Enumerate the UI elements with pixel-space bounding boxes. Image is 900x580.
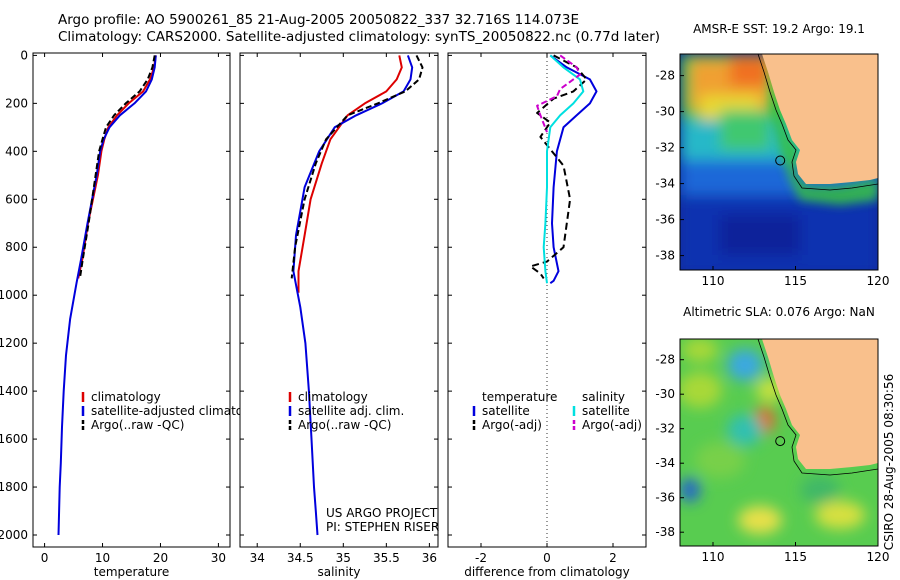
timestamp-label: CSIRO 28-Aug-2005 08:30:56 bbox=[882, 374, 896, 550]
x-tick-label: 120 bbox=[867, 274, 890, 288]
x-tick-label: 120 bbox=[867, 550, 890, 564]
y-tick-label: -38 bbox=[655, 525, 675, 539]
x-tick-label: 34 bbox=[250, 551, 265, 565]
land-mass bbox=[762, 339, 878, 469]
y-tick-label: 400 bbox=[5, 144, 28, 158]
sst-map-title: AMSR-E SST: 19.2 Argo: 19.1 bbox=[693, 22, 865, 36]
x-axis-label: temperature bbox=[94, 565, 169, 579]
x-tick-label: 110 bbox=[702, 550, 725, 564]
plot-frame bbox=[32, 52, 231, 548]
legend-label: climatology bbox=[298, 390, 368, 404]
series-line-satellite-adjusted-climatology bbox=[57, 55, 157, 536]
profile-panel-2: 34 34.5 35 35.5 36 salinity climatologysatelli… bbox=[239, 52, 439, 579]
plot-frame bbox=[239, 52, 439, 548]
figure-title-line-2: Climatology: CARS2000. Satellite-adjuste… bbox=[58, 29, 661, 45]
series-line-satellite bbox=[542, 54, 585, 284]
y-tick-label: -30 bbox=[655, 387, 675, 401]
x-tick-label: 2 bbox=[609, 551, 617, 565]
y-tick-label: -32 bbox=[655, 422, 675, 436]
series-line-argo-raw-qc- bbox=[290, 54, 424, 279]
legend-label: Argo(..raw -QC) bbox=[298, 418, 391, 432]
y-tick-label: 0 bbox=[20, 48, 28, 62]
x-tick-label: 115 bbox=[784, 274, 807, 288]
series-group bbox=[529, 54, 598, 285]
x-axis-label: salinity bbox=[317, 565, 360, 579]
x-tick-label: 10 bbox=[95, 551, 110, 565]
x-tick-label: 110 bbox=[702, 274, 725, 288]
x-axis-label: difference from climatology bbox=[464, 565, 630, 579]
y-tick-label: 1000 bbox=[0, 288, 28, 302]
x-tick-label: 35.5 bbox=[373, 551, 400, 565]
x-tick-label: 0 bbox=[543, 551, 551, 565]
argo-float-marker bbox=[775, 155, 786, 166]
y-tick-label: 1200 bbox=[0, 336, 28, 350]
series-line-argo-adj- bbox=[536, 54, 581, 133]
y-tick-label: -30 bbox=[655, 105, 675, 119]
y-tick-label: 1400 bbox=[0, 384, 28, 398]
legend-label: Argo(-adj) bbox=[582, 418, 642, 432]
series-line-satellite bbox=[549, 54, 598, 285]
series-line-satellite-adj-clim- bbox=[292, 55, 414, 536]
sst-field bbox=[680, 54, 878, 270]
sla-map: Altimetric SLA: 0.076 Argo: NaN 110 115 12… bbox=[655, 305, 889, 564]
legend-label: Argo(-adj) bbox=[482, 418, 542, 432]
x-tick-label: 20 bbox=[153, 551, 168, 565]
y-tick-label: 1600 bbox=[0, 432, 28, 446]
x-tick-label: 0 bbox=[41, 551, 49, 565]
x-tick-label: -2 bbox=[475, 551, 487, 565]
y-tick-label: 600 bbox=[5, 192, 28, 206]
y-tick-label: -36 bbox=[655, 213, 675, 227]
legend-label: satellite adj. clim. bbox=[298, 404, 404, 418]
series-group bbox=[290, 54, 424, 536]
series-line-argo-adj- bbox=[529, 54, 588, 279]
y-tick-label: -36 bbox=[655, 491, 675, 505]
sla-map-title: Altimetric SLA: 0.076 Argo: NaN bbox=[683, 305, 875, 319]
y-tick-label: -38 bbox=[655, 249, 675, 263]
y-tick-label: 200 bbox=[5, 96, 28, 110]
legend-label: climatology bbox=[91, 390, 161, 404]
y-tick-label: -34 bbox=[655, 456, 675, 470]
legend-header: salinity bbox=[582, 390, 625, 404]
land-mass bbox=[762, 54, 878, 184]
legend-header: temperature bbox=[482, 390, 557, 404]
x-tick-label: 35 bbox=[336, 551, 351, 565]
y-tick-label: -28 bbox=[655, 353, 675, 367]
x-tick-label: 36 bbox=[422, 551, 437, 565]
y-tick-label: -32 bbox=[655, 141, 675, 155]
x-tick-label: 30 bbox=[211, 551, 226, 565]
y-tick-label: 1800 bbox=[0, 480, 28, 494]
legend-label: Argo(..raw -QC) bbox=[91, 418, 184, 432]
project-annotation: US ARGO PROJECT bbox=[326, 506, 438, 520]
project-annotation: PI: STEPHEN RISER bbox=[326, 520, 439, 534]
profile-panel-1: 0 10 20 30 temperature 0 200 400 600 800 1000 1200 1… bbox=[0, 48, 269, 579]
y-tick-label: 800 bbox=[5, 240, 28, 254]
sla-field bbox=[680, 339, 878, 546]
x-tick-label: 34.5 bbox=[287, 551, 314, 565]
y-tick-label: -34 bbox=[655, 177, 675, 191]
x-tick-label: 115 bbox=[784, 550, 807, 564]
figure-title-line-1: Argo profile: AO 5900261_85 21-Aug-2005 … bbox=[58, 12, 580, 28]
series-group bbox=[57, 55, 157, 536]
series-line-climatology bbox=[297, 55, 403, 293]
y-tick-label: -28 bbox=[655, 69, 675, 83]
legend-label: satellite-adjusted climatology bbox=[91, 404, 269, 418]
sst-map: AMSR-E SST: 19.2 Argo: 19.1 110 115 120 -28… bbox=[655, 22, 889, 288]
y-tick-label: 2000 bbox=[0, 528, 28, 542]
plot-frame bbox=[447, 52, 647, 548]
legend-label: satellite bbox=[482, 404, 530, 418]
legend-label: satellite bbox=[582, 404, 630, 418]
argo-float-marker bbox=[775, 436, 786, 447]
